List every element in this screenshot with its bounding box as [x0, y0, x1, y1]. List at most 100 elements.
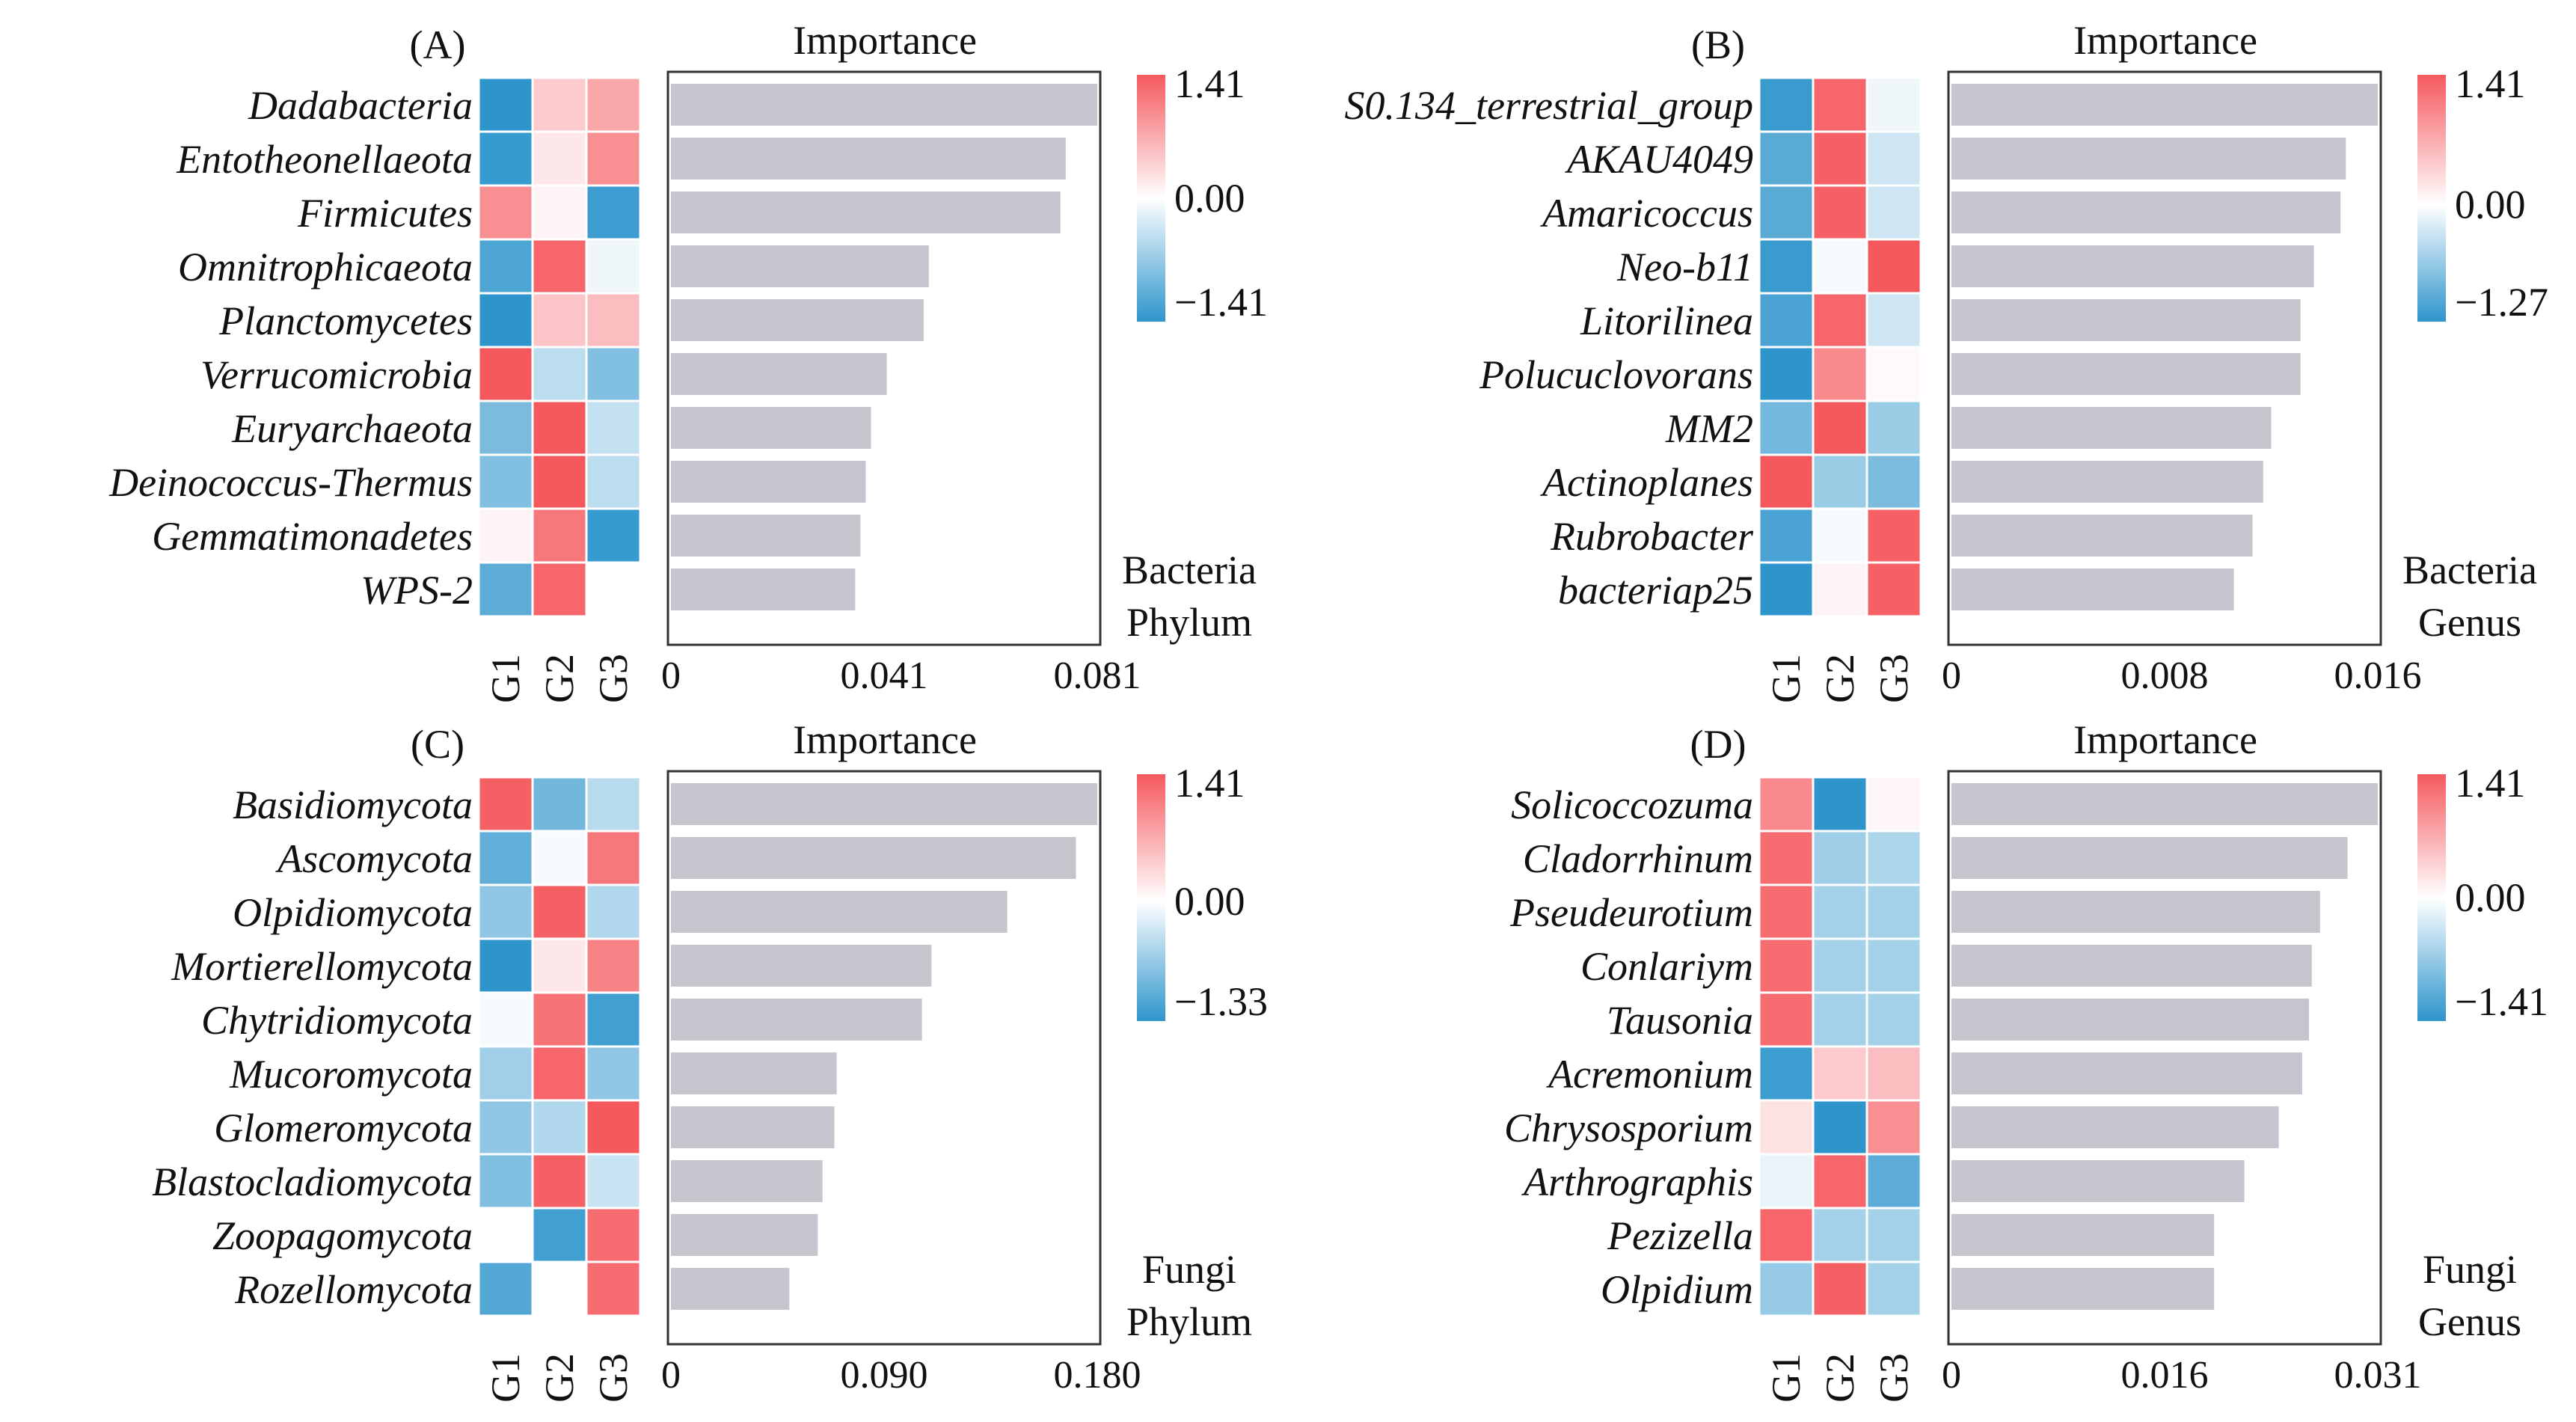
heatmap-cell	[1812, 130, 1868, 187]
heatmap-cell	[477, 1045, 534, 1102]
heatmap-cell	[1865, 991, 1922, 1048]
importance-bar	[671, 999, 922, 1041]
taxon-label: Gemmatimonadetes	[152, 514, 473, 559]
group-label: G2	[1818, 654, 1862, 703]
taxon-label: Glomeromycota	[214, 1106, 473, 1150]
heatmap-cell	[1812, 399, 1868, 456]
caption-line: Genus	[2418, 600, 2521, 645]
heatmap-cell	[1865, 76, 1922, 133]
heatmap-cell	[477, 130, 534, 187]
plot-frame	[666, 770, 1102, 1346]
heatmap-cell	[1758, 1207, 1815, 1263]
importance-bar	[671, 353, 887, 395]
group-label: G1	[483, 1353, 528, 1403]
colorbar	[1137, 774, 1165, 1021]
colorbar-label: 1.41	[2455, 61, 2526, 106]
taxon-label: Rubrobacter	[1550, 514, 1754, 559]
heatmap-cell	[531, 830, 588, 886]
importance-bar	[1951, 999, 2310, 1041]
heatmap-cell	[585, 1207, 642, 1263]
heatmap-cell	[477, 1260, 534, 1317]
colorbar-label: 0.00	[2455, 183, 2526, 227]
heatmap-cell	[477, 453, 534, 510]
importance-bar	[671, 1052, 837, 1094]
plot-frame	[1947, 770, 2382, 1346]
heatmap-cell	[531, 1260, 588, 1317]
heatmap-cell	[585, 453, 642, 510]
heatmap-cell	[477, 507, 534, 564]
heatmap-cell	[1865, 776, 1922, 833]
importance-bar	[1951, 138, 2346, 180]
heatmap-cell	[531, 76, 588, 133]
importance-bar	[1951, 461, 2263, 503]
heatmap-cell	[531, 561, 588, 618]
importance-bar	[1951, 1106, 2279, 1148]
chart-title: Importance	[793, 717, 977, 762]
heatmap-cell	[585, 991, 642, 1048]
heatmap-cell	[477, 561, 534, 618]
heatmap-cell	[1758, 507, 1815, 564]
heatmap-cell	[585, 507, 642, 564]
taxon-label: Arthrographis	[1521, 1159, 1753, 1204]
heatmap-cell	[531, 184, 588, 241]
heatmap-cell	[531, 1153, 588, 1210]
heatmap-cell	[1758, 184, 1815, 241]
heatmap-cell	[1812, 937, 1868, 994]
importance-bar	[1951, 84, 2378, 126]
chart-title: Importance	[2073, 717, 2257, 762]
taxon-label: Olpidium	[1601, 1267, 1753, 1312]
colorbar-label: 0.00	[1174, 176, 1245, 221]
panel-d: (D) Importance Solicoccozuma Cladorrhinum Ps…	[1504, 717, 2548, 1403]
x-tick-label: 0.016	[2334, 655, 2422, 697]
caption-line: Bacteria	[1122, 548, 1257, 592]
taxon-label: Firmicutes	[297, 191, 473, 236]
importance-bar	[1951, 515, 2253, 557]
caption-line: Bacteria	[2402, 548, 2537, 592]
heatmap-cell	[477, 830, 534, 886]
importance-bar	[1951, 569, 2234, 610]
heatmap-cell	[585, 184, 642, 241]
taxon-label: bacteriap25	[1558, 568, 1753, 613]
taxon-label: Ascomycota	[275, 836, 473, 881]
colorbar-label: 1.41	[2455, 761, 2526, 806]
heatmap-cell	[1758, 1260, 1815, 1317]
panel-label: (D)	[1690, 722, 1747, 767]
group-label: G3	[1871, 1353, 1916, 1403]
heatmap-cell	[1865, 1207, 1922, 1263]
taxon-label: Amaricoccus	[1540, 191, 1753, 236]
colorbar-label: −1.41	[2455, 979, 2548, 1024]
taxon-label: Dadabacteria	[248, 83, 473, 128]
heatmap-cell	[1812, 991, 1868, 1048]
taxon-label: Blastocladiomycota	[152, 1159, 473, 1204]
importance-bar	[671, 245, 929, 287]
heatmap-cell	[531, 883, 588, 940]
group-label: G1	[1764, 654, 1809, 703]
panel-a: (A) Importance Dadabacteria Entotheonellaeo…	[108, 18, 1268, 703]
heatmap-cell	[1812, 238, 1868, 295]
x-tick-label: 0	[1942, 1354, 1961, 1397]
importance-bar	[671, 461, 866, 503]
colorbar-label: 0.00	[2455, 875, 2526, 920]
heatmap-cell	[531, 453, 588, 510]
heatmap-cell	[1865, 1045, 1922, 1102]
heatmap-cell	[585, 238, 642, 295]
heatmap-cell	[477, 937, 534, 994]
taxon-label: Olpidiomycota	[233, 890, 473, 935]
colorbar	[1137, 75, 1165, 322]
heatmap-cell	[1812, 507, 1868, 564]
heatmap-cell	[1758, 776, 1815, 833]
colorbar-label: −1.27	[2455, 280, 2548, 325]
group-label: G1	[1764, 1353, 1809, 1403]
colorbar-label: −1.41	[1174, 280, 1268, 325]
group-label: G3	[591, 1353, 636, 1403]
x-tick-label: 0.081	[1054, 655, 1141, 697]
caption-line: Fungi	[2423, 1247, 2517, 1292]
heatmap-cell	[1812, 76, 1868, 133]
heatmap-cell	[1758, 937, 1815, 994]
heatmap-cell	[477, 76, 534, 133]
colorbar-label: 0.00	[1174, 879, 1245, 924]
heatmap-cell	[1865, 883, 1922, 940]
heatmap-cell	[1865, 561, 1922, 618]
importance-bar	[1951, 191, 2341, 233]
